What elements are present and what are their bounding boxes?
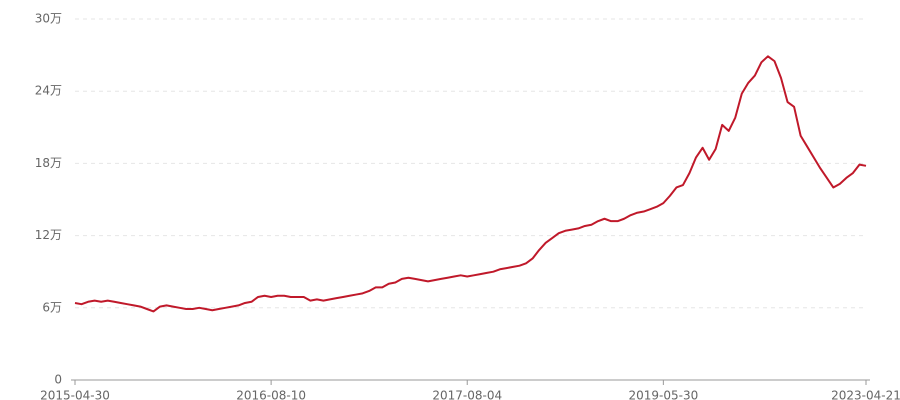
y-tick-label: 12万	[35, 228, 62, 242]
x-tick-label: 2016-08-10	[236, 389, 306, 400]
x-tick-label: 2017-08-04	[432, 389, 502, 400]
y-tick-label: 18万	[35, 156, 62, 170]
x-tick-label: 2015-04-30	[40, 389, 110, 400]
y-tick-label: 0	[54, 373, 62, 387]
y-tick-label: 24万	[35, 84, 62, 98]
x-tick-label: 2019-05-30	[628, 389, 698, 400]
data-line	[74, 55, 867, 313]
x-tick-label: 2023-04-21	[831, 389, 900, 400]
y-tick-label: 6万	[42, 300, 62, 314]
y-tick-label: 30万	[35, 12, 62, 26]
